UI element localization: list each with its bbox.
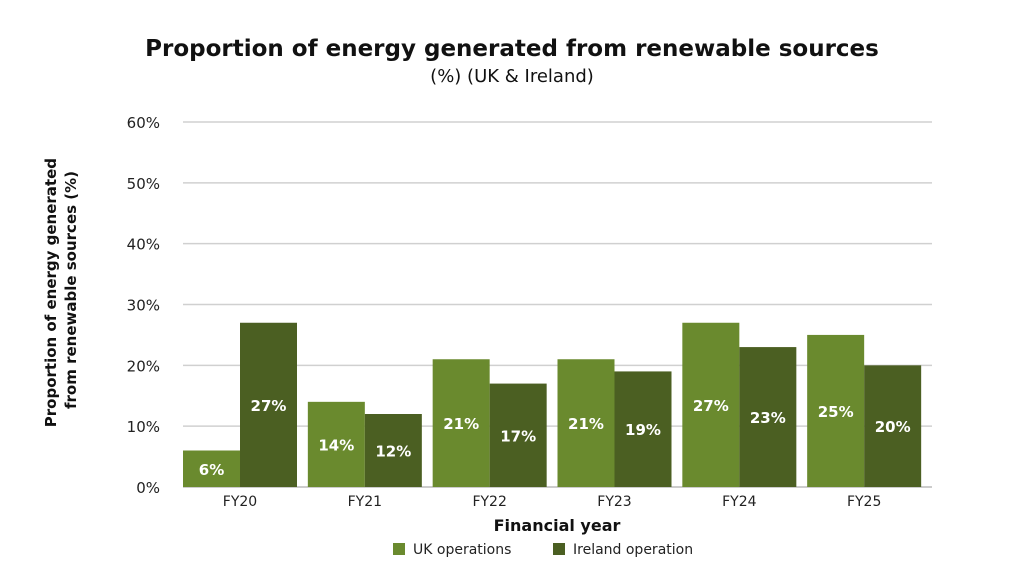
y-tick-label: 40% [127, 236, 160, 254]
bar [364, 414, 422, 487]
legend-swatch [553, 543, 565, 555]
data-label: 19% [625, 421, 661, 439]
y-tick-label: 50% [127, 175, 160, 193]
bar [183, 450, 240, 487]
x-axis-label: Financial year [494, 516, 621, 535]
data-label: 17% [500, 427, 536, 445]
x-tick-label: FY24 [722, 494, 757, 510]
data-label: 23% [750, 409, 786, 427]
y-axis-label-line-1: Proportion of energy generated [42, 158, 60, 427]
data-label: 27% [693, 397, 729, 415]
bar [614, 371, 672, 487]
bar [489, 383, 547, 487]
bar [307, 401, 365, 487]
bar [682, 322, 740, 487]
data-label: 14% [318, 436, 354, 454]
x-tick-label: FY20 [223, 494, 257, 510]
bar [557, 359, 615, 487]
legend-label: Ireland operation [573, 542, 693, 558]
legend-label: UK operations [413, 542, 511, 558]
legend-swatch [393, 543, 405, 555]
data-label: 21% [443, 415, 479, 433]
x-tick-label: FY25 [847, 494, 881, 510]
y-tick-label: 60% [127, 114, 160, 132]
y-axis-label: Proportion of energy generated from rene… [42, 153, 80, 427]
bar [240, 322, 297, 487]
y-tick-label: 20% [127, 357, 160, 375]
bar [432, 359, 490, 487]
y-tick-label: 30% [127, 297, 160, 315]
data-label: 6% [199, 461, 224, 479]
x-tick-label: FY23 [597, 494, 631, 510]
data-label: 20% [875, 418, 911, 436]
y-tick-label: 10% [127, 418, 160, 436]
data-label: 27% [251, 397, 287, 415]
x-tick-label: FY21 [348, 494, 382, 510]
legend: UK operations Ireland operation [393, 542, 693, 558]
chart-subtitle: (%) (UK & Ireland) [430, 66, 594, 87]
y-tick-label: 0% [136, 479, 160, 497]
y-axis-label-line-2: from renewable sources (%) [62, 171, 80, 409]
bar [864, 365, 922, 487]
data-label: 21% [568, 415, 604, 433]
data-label: 25% [818, 403, 854, 421]
bar [739, 347, 797, 487]
x-tick-label: FY22 [472, 494, 506, 510]
bar [807, 334, 865, 487]
chart-title: Proportion of energy generated from rene… [145, 36, 879, 62]
data-label: 12% [375, 443, 411, 461]
